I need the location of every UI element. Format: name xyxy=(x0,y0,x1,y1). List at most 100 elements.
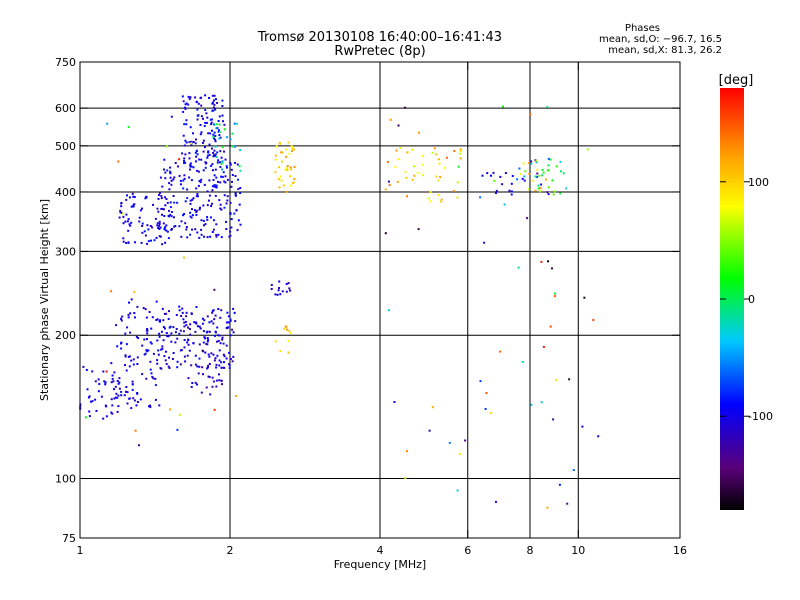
data-point xyxy=(190,165,193,168)
data-point xyxy=(422,174,425,177)
data-point xyxy=(146,224,149,227)
data-point xyxy=(238,165,241,168)
data-point xyxy=(464,439,467,442)
data-point xyxy=(215,123,218,126)
data-point xyxy=(405,176,408,179)
data-point xyxy=(218,199,221,202)
data-point xyxy=(406,151,409,154)
data-point xyxy=(277,289,280,292)
data-point xyxy=(216,161,219,164)
data-point xyxy=(283,327,285,330)
data-point xyxy=(406,195,408,198)
data-point xyxy=(230,218,233,221)
data-point xyxy=(214,134,217,137)
data-point xyxy=(559,170,562,173)
data-point xyxy=(86,388,89,391)
data-point xyxy=(169,408,171,411)
data-point xyxy=(538,174,541,177)
data-point xyxy=(289,184,292,187)
data-point xyxy=(208,355,211,358)
data-point xyxy=(214,194,217,197)
data-point xyxy=(178,332,181,335)
data-point xyxy=(212,322,215,325)
data-point xyxy=(207,353,210,356)
data-point xyxy=(206,190,209,193)
data-point xyxy=(183,339,186,341)
data-point xyxy=(190,142,193,145)
data-point xyxy=(181,152,184,155)
data-point xyxy=(122,222,125,225)
data-point xyxy=(205,162,208,165)
data-point xyxy=(130,298,133,301)
data-point xyxy=(183,177,186,180)
data-point xyxy=(158,220,161,223)
data-point xyxy=(211,147,213,150)
data-point xyxy=(586,148,589,151)
data-point xyxy=(149,341,152,344)
data-point xyxy=(459,157,462,160)
data-point xyxy=(131,388,134,391)
data-point xyxy=(201,322,204,325)
data-point xyxy=(133,399,136,402)
data-point xyxy=(211,311,214,314)
data-point xyxy=(551,179,554,182)
data-point xyxy=(122,240,125,243)
data-point xyxy=(160,348,163,351)
data-point xyxy=(152,203,154,206)
data-point xyxy=(176,366,179,369)
data-point xyxy=(279,175,282,178)
data-point xyxy=(234,175,237,177)
data-point xyxy=(105,405,108,408)
data-point xyxy=(215,385,218,388)
data-point xyxy=(119,209,122,212)
data-point xyxy=(393,401,396,403)
data-point xyxy=(154,377,157,380)
data-point xyxy=(218,349,221,352)
data-point xyxy=(159,367,162,370)
data-point xyxy=(169,166,172,169)
data-point xyxy=(191,382,194,384)
data-point xyxy=(156,222,159,225)
data-point xyxy=(154,384,157,387)
data-point xyxy=(205,342,208,345)
data-point xyxy=(200,131,203,134)
data-point xyxy=(167,237,170,239)
data-point xyxy=(483,241,486,244)
data-point xyxy=(534,175,537,178)
data-point xyxy=(192,166,195,169)
data-point xyxy=(218,129,220,132)
data-point xyxy=(206,156,209,159)
data-point xyxy=(133,203,136,206)
data-point xyxy=(239,169,242,172)
data-point xyxy=(288,152,291,155)
data-point xyxy=(215,176,218,179)
data-point xyxy=(154,398,157,401)
data-point xyxy=(202,150,205,153)
data-point xyxy=(389,118,392,121)
data-point xyxy=(220,162,223,165)
data-point xyxy=(110,290,113,293)
data-point xyxy=(125,386,128,388)
data-point xyxy=(124,355,127,358)
data-point xyxy=(200,104,203,107)
y-tick-label: 75 xyxy=(62,532,76,545)
data-point xyxy=(219,181,222,184)
data-point xyxy=(547,193,550,196)
data-point xyxy=(183,325,186,328)
data-point xyxy=(134,241,136,244)
data-point xyxy=(210,205,213,207)
data-point xyxy=(196,365,199,368)
data-point xyxy=(205,386,208,389)
data-point xyxy=(232,307,235,310)
data-point xyxy=(197,372,200,375)
data-point xyxy=(213,99,215,102)
data-point xyxy=(118,387,121,390)
data-point xyxy=(150,342,153,345)
data-point xyxy=(217,233,220,236)
data-point xyxy=(161,345,164,348)
data-point xyxy=(164,177,167,180)
data-point xyxy=(229,202,232,204)
data-point xyxy=(185,311,188,314)
data-point xyxy=(128,355,131,358)
data-point xyxy=(211,94,214,97)
